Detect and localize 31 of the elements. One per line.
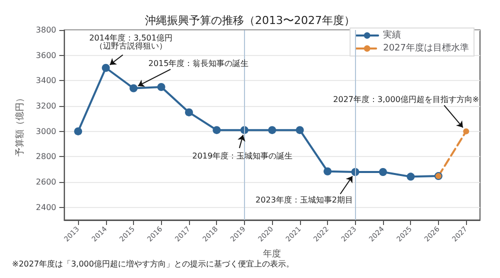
y-tick-label: 3200 bbox=[36, 102, 56, 110]
legend-label: 実績 bbox=[383, 30, 402, 40]
annotation: 2014年度：3,501億円（辺野古説得狙い） bbox=[89, 33, 172, 50]
annotation: 2023年度：玉城知事2期目 bbox=[256, 195, 354, 204]
point bbox=[212, 126, 221, 134]
y-tick-label: 2600 bbox=[36, 178, 56, 186]
x-axis-title: 年度 bbox=[263, 248, 282, 260]
point bbox=[157, 83, 166, 91]
point bbox=[379, 168, 387, 176]
chart-title: 沖縄振興予算の推移（2013〜2027年度） bbox=[145, 14, 355, 27]
text: ※2027年度は「3,000億円超に増やす方向」との提示に基づく便宜上の表示。 bbox=[12, 260, 294, 268]
y-tick-label: 3800 bbox=[36, 26, 56, 34]
point bbox=[130, 84, 138, 92]
annotation: 2019年度：玉城知事の誕生 bbox=[192, 152, 293, 161]
annotation: 2015年度：翁長知事の誕生 bbox=[148, 58, 249, 68]
point bbox=[268, 126, 276, 134]
y-tick-label: 3000 bbox=[36, 126, 56, 136]
point bbox=[74, 127, 82, 136]
y-tick-label: 2800 bbox=[36, 152, 56, 162]
y-tick-label: 2400 bbox=[36, 202, 56, 212]
point bbox=[184, 108, 193, 116]
point bbox=[324, 167, 332, 176]
annotation: 2027年度：3,000億円超を目指す方向※ bbox=[333, 94, 480, 104]
point bbox=[102, 64, 110, 72]
y-axis-title: 予算額（億円） bbox=[14, 94, 26, 156]
point bbox=[406, 172, 415, 181]
point bbox=[296, 126, 304, 134]
legend-label: 2027年度は目標水準 bbox=[383, 42, 469, 54]
point bbox=[463, 128, 470, 134]
y-tick-label: 3600 bbox=[36, 50, 56, 60]
y-tick-label: 3400 bbox=[36, 76, 56, 86]
